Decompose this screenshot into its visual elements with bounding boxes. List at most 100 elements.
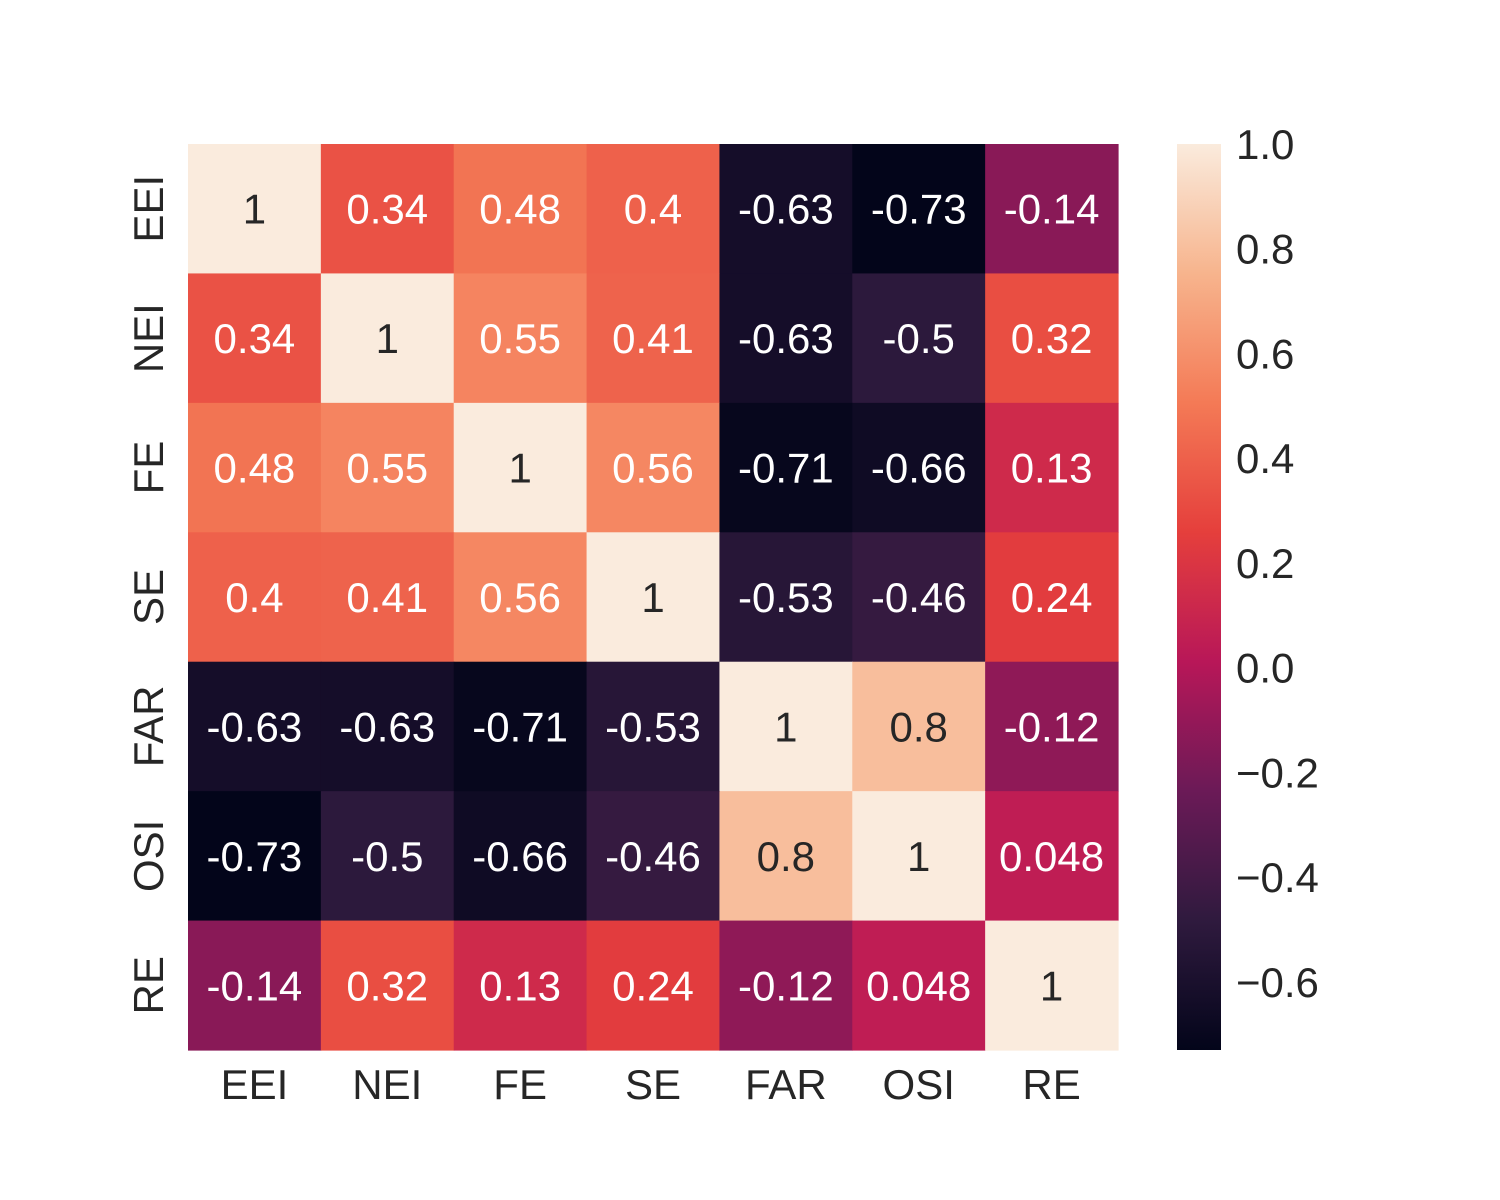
heatmap-cell bbox=[985, 532, 1119, 663]
colorbar-tick-label: −0.6 bbox=[1236, 959, 1319, 1006]
heatmap-cell bbox=[188, 920, 322, 1051]
cell-value-label: 1 bbox=[376, 315, 399, 362]
x-tick-label: FE bbox=[493, 1061, 547, 1108]
cell-value-label: -0.63 bbox=[207, 703, 303, 750]
cell-value-label: -0.71 bbox=[472, 703, 568, 750]
cell-value-label: 0.48 bbox=[479, 186, 561, 233]
cell-value-label: 0.56 bbox=[612, 445, 694, 492]
cell-value-label: 1 bbox=[243, 186, 266, 233]
x-tick-label: OSI bbox=[883, 1061, 955, 1108]
y-tick-label: RE bbox=[125, 956, 172, 1014]
colorbar-tick-label: −0.4 bbox=[1236, 854, 1319, 901]
heatmap-cell bbox=[719, 144, 853, 275]
heatmap-cell bbox=[586, 791, 721, 922]
cell-value-label: -0.5 bbox=[883, 315, 955, 362]
cell-value-label: 0.56 bbox=[479, 574, 561, 621]
heatmap-cell bbox=[852, 273, 986, 404]
y-axis-tick-labels: EEI NEI FE SE FAR OSI RE bbox=[125, 175, 172, 1015]
y-tick-label: OSI bbox=[125, 820, 172, 892]
heatmap-cell bbox=[586, 661, 721, 792]
y-tick-label: SE bbox=[125, 569, 172, 625]
heatmap-cell bbox=[188, 661, 322, 792]
cell-value-label: -0.63 bbox=[738, 315, 834, 362]
cell-value-label: -0.14 bbox=[1004, 186, 1100, 233]
cell-value-label: 0.048 bbox=[866, 962, 971, 1009]
heatmap-cell bbox=[985, 273, 1119, 404]
cell-value-label: -0.73 bbox=[871, 186, 967, 233]
heatmap-cell bbox=[985, 661, 1119, 792]
x-tick-label: RE bbox=[1022, 1061, 1080, 1108]
colorbar-tick-label: 0.0 bbox=[1236, 645, 1294, 692]
cell-value-label: -0.14 bbox=[207, 962, 303, 1009]
heatmap-cell bbox=[188, 144, 322, 275]
heatmap-cell bbox=[453, 661, 588, 792]
cell-value-label: -0.63 bbox=[339, 703, 435, 750]
cell-value-label: -0.46 bbox=[605, 833, 701, 880]
colorbar-tick-label: 0.4 bbox=[1236, 435, 1294, 482]
heatmap-cell bbox=[719, 791, 853, 922]
cell-value-label: 0.55 bbox=[346, 445, 428, 492]
cell-value-label: 0.8 bbox=[757, 833, 815, 880]
heatmap-cell bbox=[453, 144, 588, 275]
cell-value-label: -0.66 bbox=[472, 833, 568, 880]
heatmap-cell bbox=[320, 920, 455, 1051]
cell-value-label: 0.4 bbox=[225, 574, 283, 621]
heatmap-cell bbox=[852, 920, 986, 1051]
heatmap-cell bbox=[586, 920, 721, 1051]
heatmap-cell bbox=[586, 144, 721, 275]
heatmap-cell bbox=[320, 402, 455, 533]
heatmap-cell bbox=[719, 402, 853, 533]
colorbar-tick-label: −0.2 bbox=[1236, 749, 1319, 796]
cell-value-label: -0.12 bbox=[1004, 703, 1100, 750]
heatmap-cell bbox=[453, 791, 588, 922]
cell-value-label: 0.048 bbox=[999, 833, 1104, 880]
heatmap-cell bbox=[453, 273, 588, 404]
cell-value-label: 1 bbox=[774, 703, 797, 750]
cell-value-label: 0.24 bbox=[1011, 574, 1093, 621]
cell-value-label: 1 bbox=[508, 445, 531, 492]
cell-value-label: -0.63 bbox=[738, 186, 834, 233]
heatmap-annotations: 1 0.34 0.48 0.4 -0.63 -0.73 -0.140.34 1 0.55 0.41… bbox=[207, 186, 1105, 1010]
cell-value-label: -0.73 bbox=[207, 833, 303, 880]
cell-value-label: 1 bbox=[1040, 962, 1063, 1009]
x-tick-label: FAR bbox=[745, 1061, 827, 1108]
x-tick-label: NEI bbox=[352, 1061, 422, 1108]
colorbar-tick-label: 1.0 bbox=[1236, 121, 1294, 168]
colorbar-gradient bbox=[1177, 144, 1221, 1050]
cell-value-label: 0.4 bbox=[624, 186, 682, 233]
heatmap-cell bbox=[719, 661, 853, 792]
heatmap-cell bbox=[188, 532, 322, 663]
cell-value-label: -0.46 bbox=[871, 574, 967, 621]
heatmap-cell bbox=[586, 402, 721, 533]
cell-value-label: 0.41 bbox=[612, 315, 694, 362]
colorbar-tick-label: 0.6 bbox=[1236, 330, 1294, 377]
heatmap-cell bbox=[320, 661, 455, 792]
cell-value-label: 0.48 bbox=[214, 445, 296, 492]
heatmap-cell bbox=[852, 661, 986, 792]
heatmap-cell bbox=[586, 273, 721, 404]
heatmap-cell bbox=[719, 532, 853, 663]
cell-value-label: 0.24 bbox=[612, 962, 694, 1009]
cell-value-label: -0.53 bbox=[605, 703, 701, 750]
colorbar-tick-label: 0.8 bbox=[1236, 226, 1294, 273]
x-tick-label: SE bbox=[625, 1061, 681, 1108]
heatmap-cell bbox=[985, 920, 1119, 1051]
heatmap-cell bbox=[586, 532, 721, 663]
heatmap-cell bbox=[320, 144, 455, 275]
colorbar-tick-label: 0.2 bbox=[1236, 540, 1294, 587]
cell-value-label: -0.71 bbox=[738, 445, 834, 492]
cell-value-label: -0.66 bbox=[871, 445, 967, 492]
heatmap-cell bbox=[188, 791, 322, 922]
cell-value-label: 0.13 bbox=[1011, 445, 1093, 492]
heatmap-cell bbox=[985, 144, 1119, 275]
heatmap-cell bbox=[985, 402, 1119, 533]
cell-value-label: 1 bbox=[907, 833, 930, 880]
heatmap-cell bbox=[320, 791, 455, 922]
cell-value-label: 0.32 bbox=[346, 962, 428, 1009]
cell-value-label: 1 bbox=[641, 574, 664, 621]
heatmap-cell bbox=[852, 144, 986, 275]
cell-value-label: 0.8 bbox=[890, 703, 948, 750]
cell-value-label: -0.12 bbox=[738, 962, 834, 1009]
cell-value-label: 0.55 bbox=[479, 315, 561, 362]
